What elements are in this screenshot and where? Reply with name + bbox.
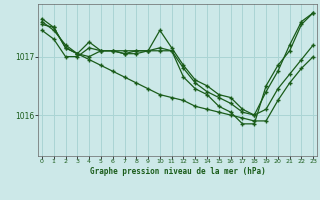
X-axis label: Graphe pression niveau de la mer (hPa): Graphe pression niveau de la mer (hPa): [90, 167, 266, 176]
